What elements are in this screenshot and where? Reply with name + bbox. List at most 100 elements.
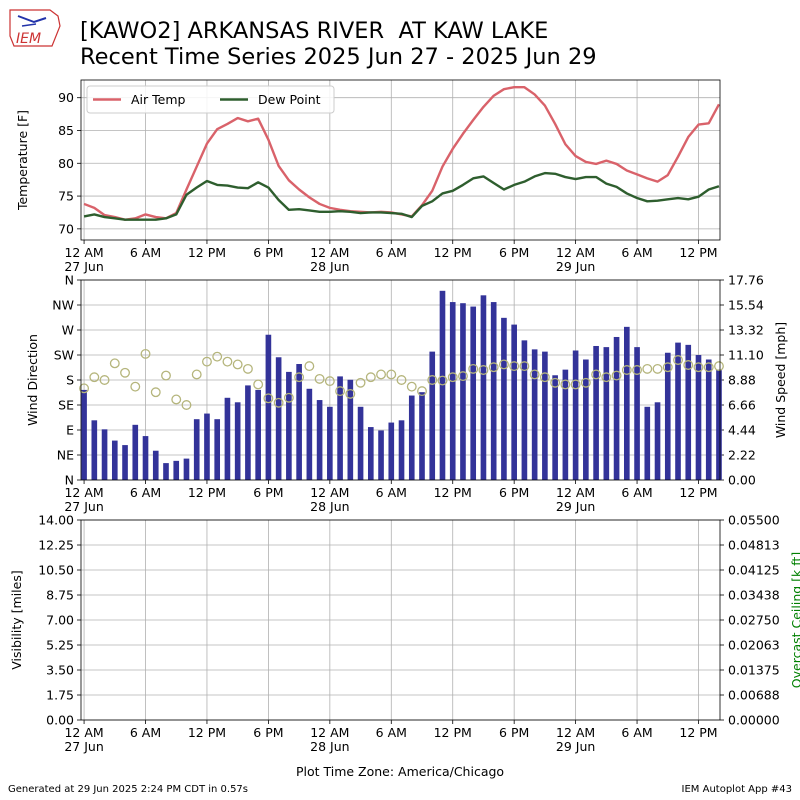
- wind-speed-bar: [501, 317, 507, 480]
- ceiling-tick-label: 0.00688: [728, 688, 780, 703]
- wind-direction-point: [365, 372, 376, 383]
- wind-speed-bar: [449, 302, 456, 480]
- wind-speed-bar: [142, 436, 149, 480]
- wind-direction-point: [560, 379, 571, 390]
- wind-speed-bar: [460, 303, 466, 480]
- ceiling-tick-label: 0.03438: [728, 588, 780, 603]
- wind-direction-point: [150, 387, 161, 398]
- wind-direction-point: [263, 393, 274, 404]
- x-tick-label: 6 PM: [499, 485, 529, 500]
- x-tick-label: 12 PM: [434, 245, 472, 260]
- speed-tick-label: 17.76: [728, 273, 764, 288]
- wind-direction-point: [437, 375, 448, 386]
- wind-speed-bar: [306, 388, 313, 480]
- wind-direction-point: [345, 388, 356, 399]
- visibility-tick-label: 8.75: [46, 588, 74, 603]
- x-tick-label: 12 AM: [64, 725, 103, 740]
- wind-direction-point: [130, 381, 141, 392]
- wind-speed-bar: [695, 355, 702, 480]
- x-tick-label: 12 AM: [310, 725, 349, 740]
- wind-direction-point: [304, 361, 315, 372]
- wind-direction-point: [519, 361, 530, 372]
- wind-speed-bar: [552, 375, 558, 480]
- wind-speed-bar: [245, 385, 251, 480]
- ceiling-tick-label: 0.01375: [728, 663, 780, 678]
- wind-speed-bar: [327, 406, 333, 480]
- x-tick-date-label: 28 Jun: [310, 499, 349, 514]
- x-tick-label: 12 AM: [310, 245, 349, 260]
- wind-direction-point: [642, 363, 653, 374]
- y-tick-label: 70: [58, 221, 74, 236]
- wind-direction-point: [99, 375, 110, 385]
- wind-direction-point: [120, 367, 130, 378]
- x-tick-label: 6 AM: [376, 245, 407, 260]
- wind-direction-point: [294, 372, 305, 383]
- wind-speed-bar: [654, 402, 661, 480]
- x-tick-label: 6 PM: [253, 725, 283, 740]
- wind-direction-point: [253, 379, 264, 390]
- wind-speed-bar: [122, 445, 128, 480]
- wind-direction-point: [550, 377, 561, 388]
- speed-tick-label: 15.54: [728, 298, 764, 313]
- wind-speed-bar: [511, 324, 517, 480]
- speed-tick-label: 8.88: [728, 373, 756, 388]
- direction-tick-label: SE: [58, 398, 74, 413]
- wind-direction-point: [703, 362, 714, 373]
- x-tick-label: 12 PM: [679, 245, 717, 260]
- wind-direction-point: [355, 377, 366, 388]
- x-tick-date-label: 27 Jun: [64, 259, 103, 274]
- wind-speed-bar: [275, 357, 282, 480]
- x-tick-label: 6 AM: [621, 725, 652, 740]
- wind-speed-bar: [316, 400, 323, 480]
- direction-tick-label: W: [62, 323, 74, 338]
- speed-tick-label: 4.44: [728, 423, 756, 438]
- wind-direction-point: [632, 365, 643, 375]
- wind-speed-bar: [296, 364, 302, 480]
- wind-speed-bar: [101, 429, 108, 480]
- direction-tick-label: N: [65, 273, 74, 288]
- wind-direction-point: [662, 362, 673, 373]
- speed-tick-label: 13.32: [728, 323, 764, 338]
- wind-speed-bar: [183, 458, 190, 480]
- wind-speed-bar: [623, 326, 630, 480]
- x-tick-label: 6 AM: [376, 485, 407, 500]
- wind-direction-point: [427, 375, 438, 385]
- wind-direction-point: [232, 359, 243, 370]
- plot-frame: [80, 79, 721, 241]
- x-tick-label: 6 PM: [499, 725, 529, 740]
- wind-direction-point: [109, 358, 120, 369]
- visibility-tick-label: 12.25: [38, 538, 74, 553]
- speed-tick-label: 11.10: [728, 348, 764, 363]
- wind-direction-point: [283, 392, 294, 403]
- x-tick-label: 6 AM: [130, 245, 161, 260]
- x-tick-date-label: 27 Jun: [64, 499, 103, 514]
- plot-frame: [80, 519, 721, 721]
- legend: Air Temp Dew Point: [86, 85, 335, 114]
- wind-direction-point: [273, 397, 284, 408]
- wind-direction-point: [376, 369, 386, 380]
- y-axis-label: Visibility [miles]: [9, 570, 24, 669]
- y-axis-label: Temperature [F]: [15, 110, 30, 211]
- wind-direction-point: [693, 362, 704, 373]
- wind-speed-bar: [81, 389, 87, 480]
- wind-speed-bar: [214, 419, 221, 480]
- wind-direction-point: [580, 377, 591, 388]
- x-tick-label: 12 PM: [188, 245, 226, 260]
- y-tick-label: 80: [58, 156, 74, 171]
- iem-logo-text: IEM: [16, 31, 41, 47]
- iem-logo: IEM: [6, 6, 64, 52]
- wind-speed-bar: [644, 406, 651, 480]
- wind-direction-point: [652, 363, 663, 374]
- ceiling-tick-label: 0.04813: [728, 538, 780, 553]
- wind-speed-bar: [603, 347, 610, 480]
- wind-direction-point: [242, 363, 253, 374]
- x-tick-label: 12 PM: [188, 485, 226, 500]
- direction-tick-label: E: [66, 423, 74, 438]
- wind-speed-bar: [705, 359, 712, 480]
- visibility-tick-label: 1.75: [46, 688, 74, 703]
- wind-direction-point: [478, 365, 489, 375]
- direction-tick-label: SW: [54, 348, 74, 363]
- visibility-tick-label: 14.00: [38, 513, 74, 528]
- x-tick-label: 12 AM: [64, 245, 103, 260]
- wind-direction-point: [468, 363, 479, 374]
